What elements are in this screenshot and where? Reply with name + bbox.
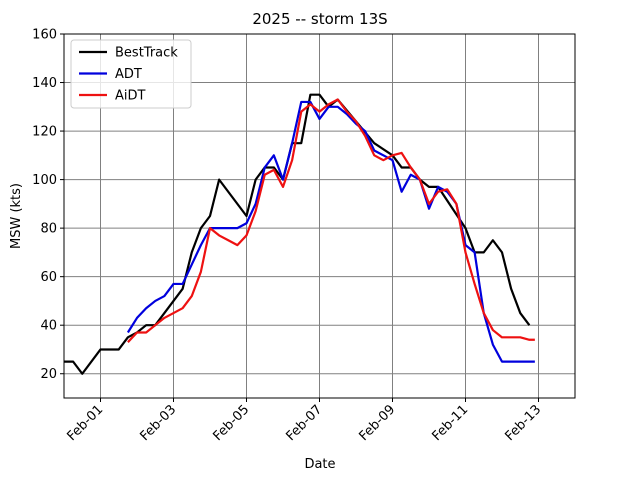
data-line (127, 98, 535, 343)
y-tick-label: 80 (40, 222, 57, 237)
plot-frame (63, 33, 576, 399)
y-tick-label: 120 (32, 125, 57, 140)
y-tick-label: 160 (32, 28, 57, 43)
y-tick-label: 100 (32, 173, 57, 188)
legend-label: BestTrack (115, 46, 178, 61)
y-axis-label: MSW (kts) (9, 183, 24, 249)
y-tick-label: 140 (32, 76, 57, 91)
legend-label: ADT (115, 67, 142, 82)
data-line (126, 100, 535, 363)
y-tick-label: 20 (40, 367, 57, 382)
y-tick-label: 40 (40, 319, 57, 334)
x-axis-label: Date (304, 457, 335, 472)
legend-label: AiDT (115, 89, 146, 104)
legend-box (70, 39, 192, 109)
chart-title: 2025 -- storm 13S (252, 10, 387, 28)
y-tick-label: 60 (40, 270, 57, 285)
